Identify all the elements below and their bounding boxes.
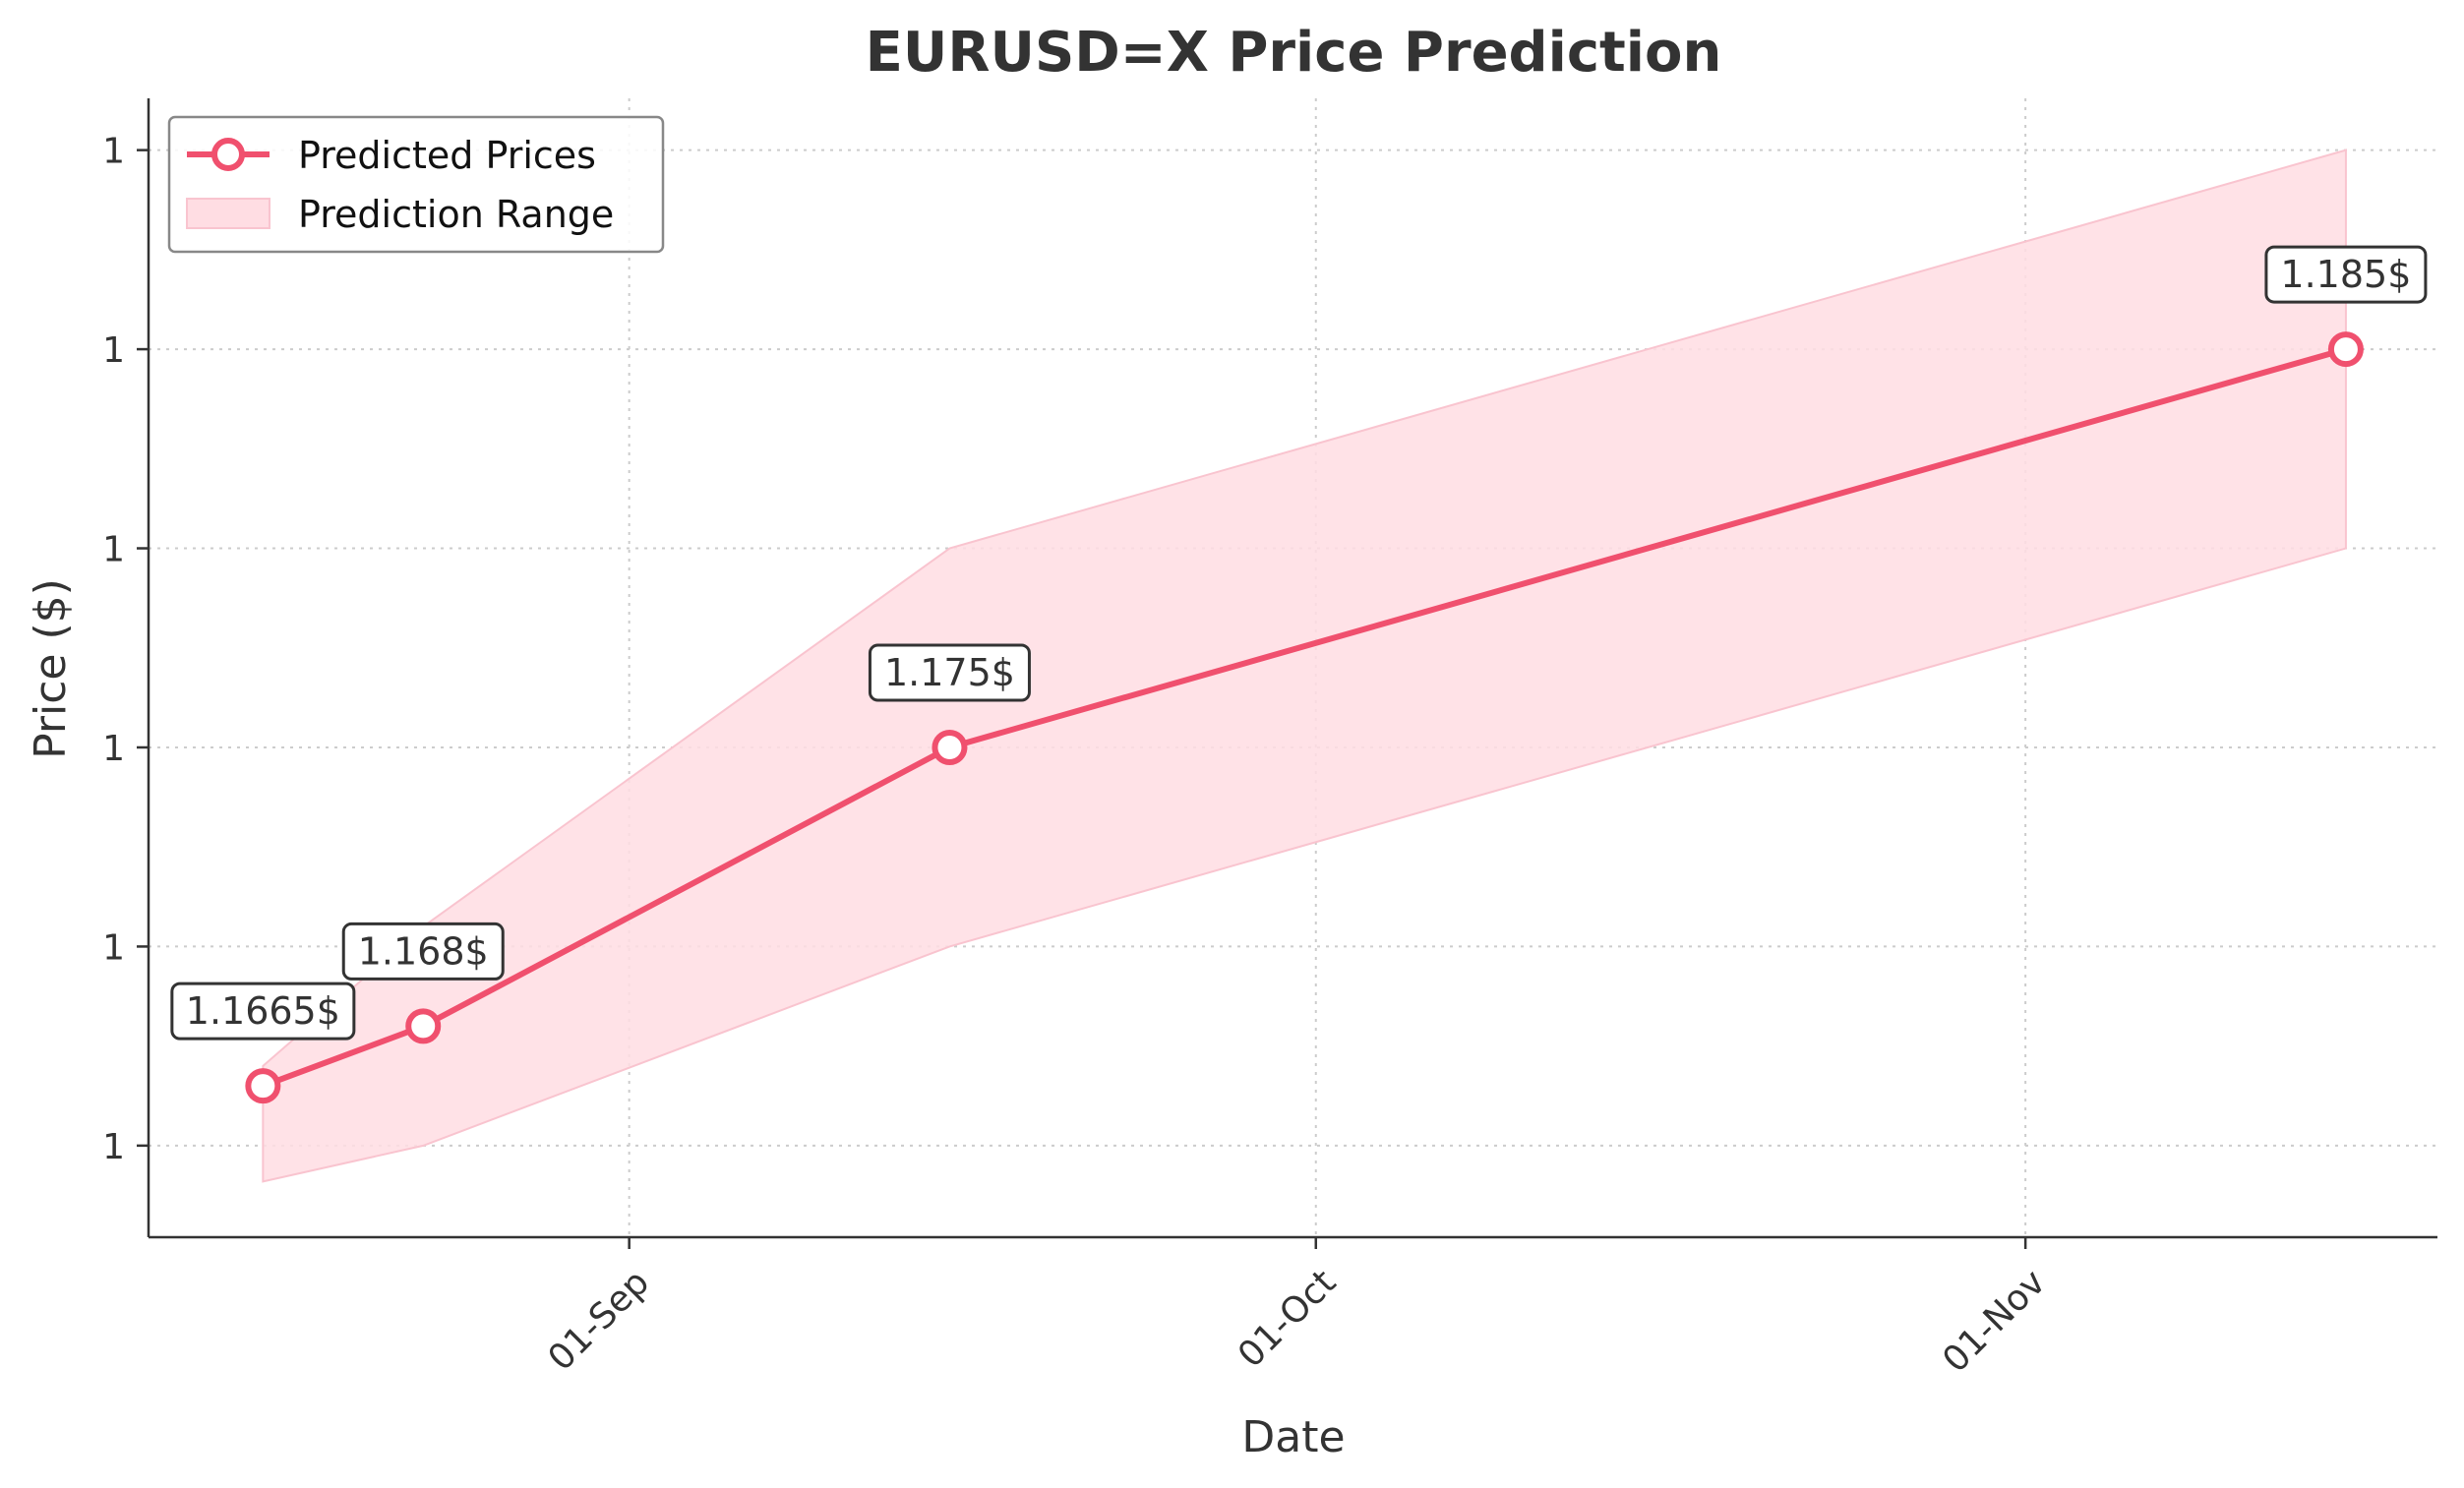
data-label-text: 1.1665$ (186, 989, 340, 1033)
predicted-price-point (2327, 331, 2364, 368)
legend: Predicted Prices Prediction Range (167, 115, 665, 254)
predicted-prices-layer (245, 331, 2364, 1104)
chart-title: EURUSD=X Price Prediction (866, 21, 1722, 85)
y-axis-label: Price ($) (26, 578, 76, 759)
data-labels: 1.1665$ 1.168$ 1.175$ 1.185$ (170, 245, 2428, 1041)
predicted-price-point (405, 1008, 442, 1044)
data-label-text: 1.185$ (2280, 253, 2411, 296)
y-tick-label: 1 (102, 927, 125, 968)
data-label-box (2264, 245, 2428, 304)
predicted-price-point (245, 1068, 281, 1104)
legend-marker-swatch (211, 138, 245, 171)
data-label-text: 1.175$ (884, 651, 1015, 694)
data-label-text: 1.168$ (358, 929, 489, 973)
prediction-range-layer (262, 149, 2347, 1183)
predicted-prices-line (262, 346, 2347, 1089)
y-tick-label: 1 (102, 132, 125, 172)
prediction-range-area (262, 149, 2347, 1183)
y-tick-label: 1 (102, 1127, 125, 1167)
data-label-box (170, 982, 356, 1041)
legend-label-predicted: Predicted Prices (298, 134, 596, 177)
axes (147, 98, 2437, 1239)
data-label-box (868, 643, 1031, 702)
y-tick-label: 1 (102, 330, 125, 371)
predicted-price-point (932, 729, 968, 765)
y-tick-label: 1 (102, 530, 125, 570)
legend-box (167, 115, 665, 254)
y-tick-label: 1 (102, 729, 125, 769)
legend-label-range: Prediction Range (298, 193, 614, 236)
legend-range-swatch (186, 198, 270, 229)
y-axis-ticks: 1 1 1 1 1 1 (102, 132, 149, 1167)
x-axis-label: Date (1241, 1412, 1345, 1462)
data-label-box (341, 922, 505, 981)
